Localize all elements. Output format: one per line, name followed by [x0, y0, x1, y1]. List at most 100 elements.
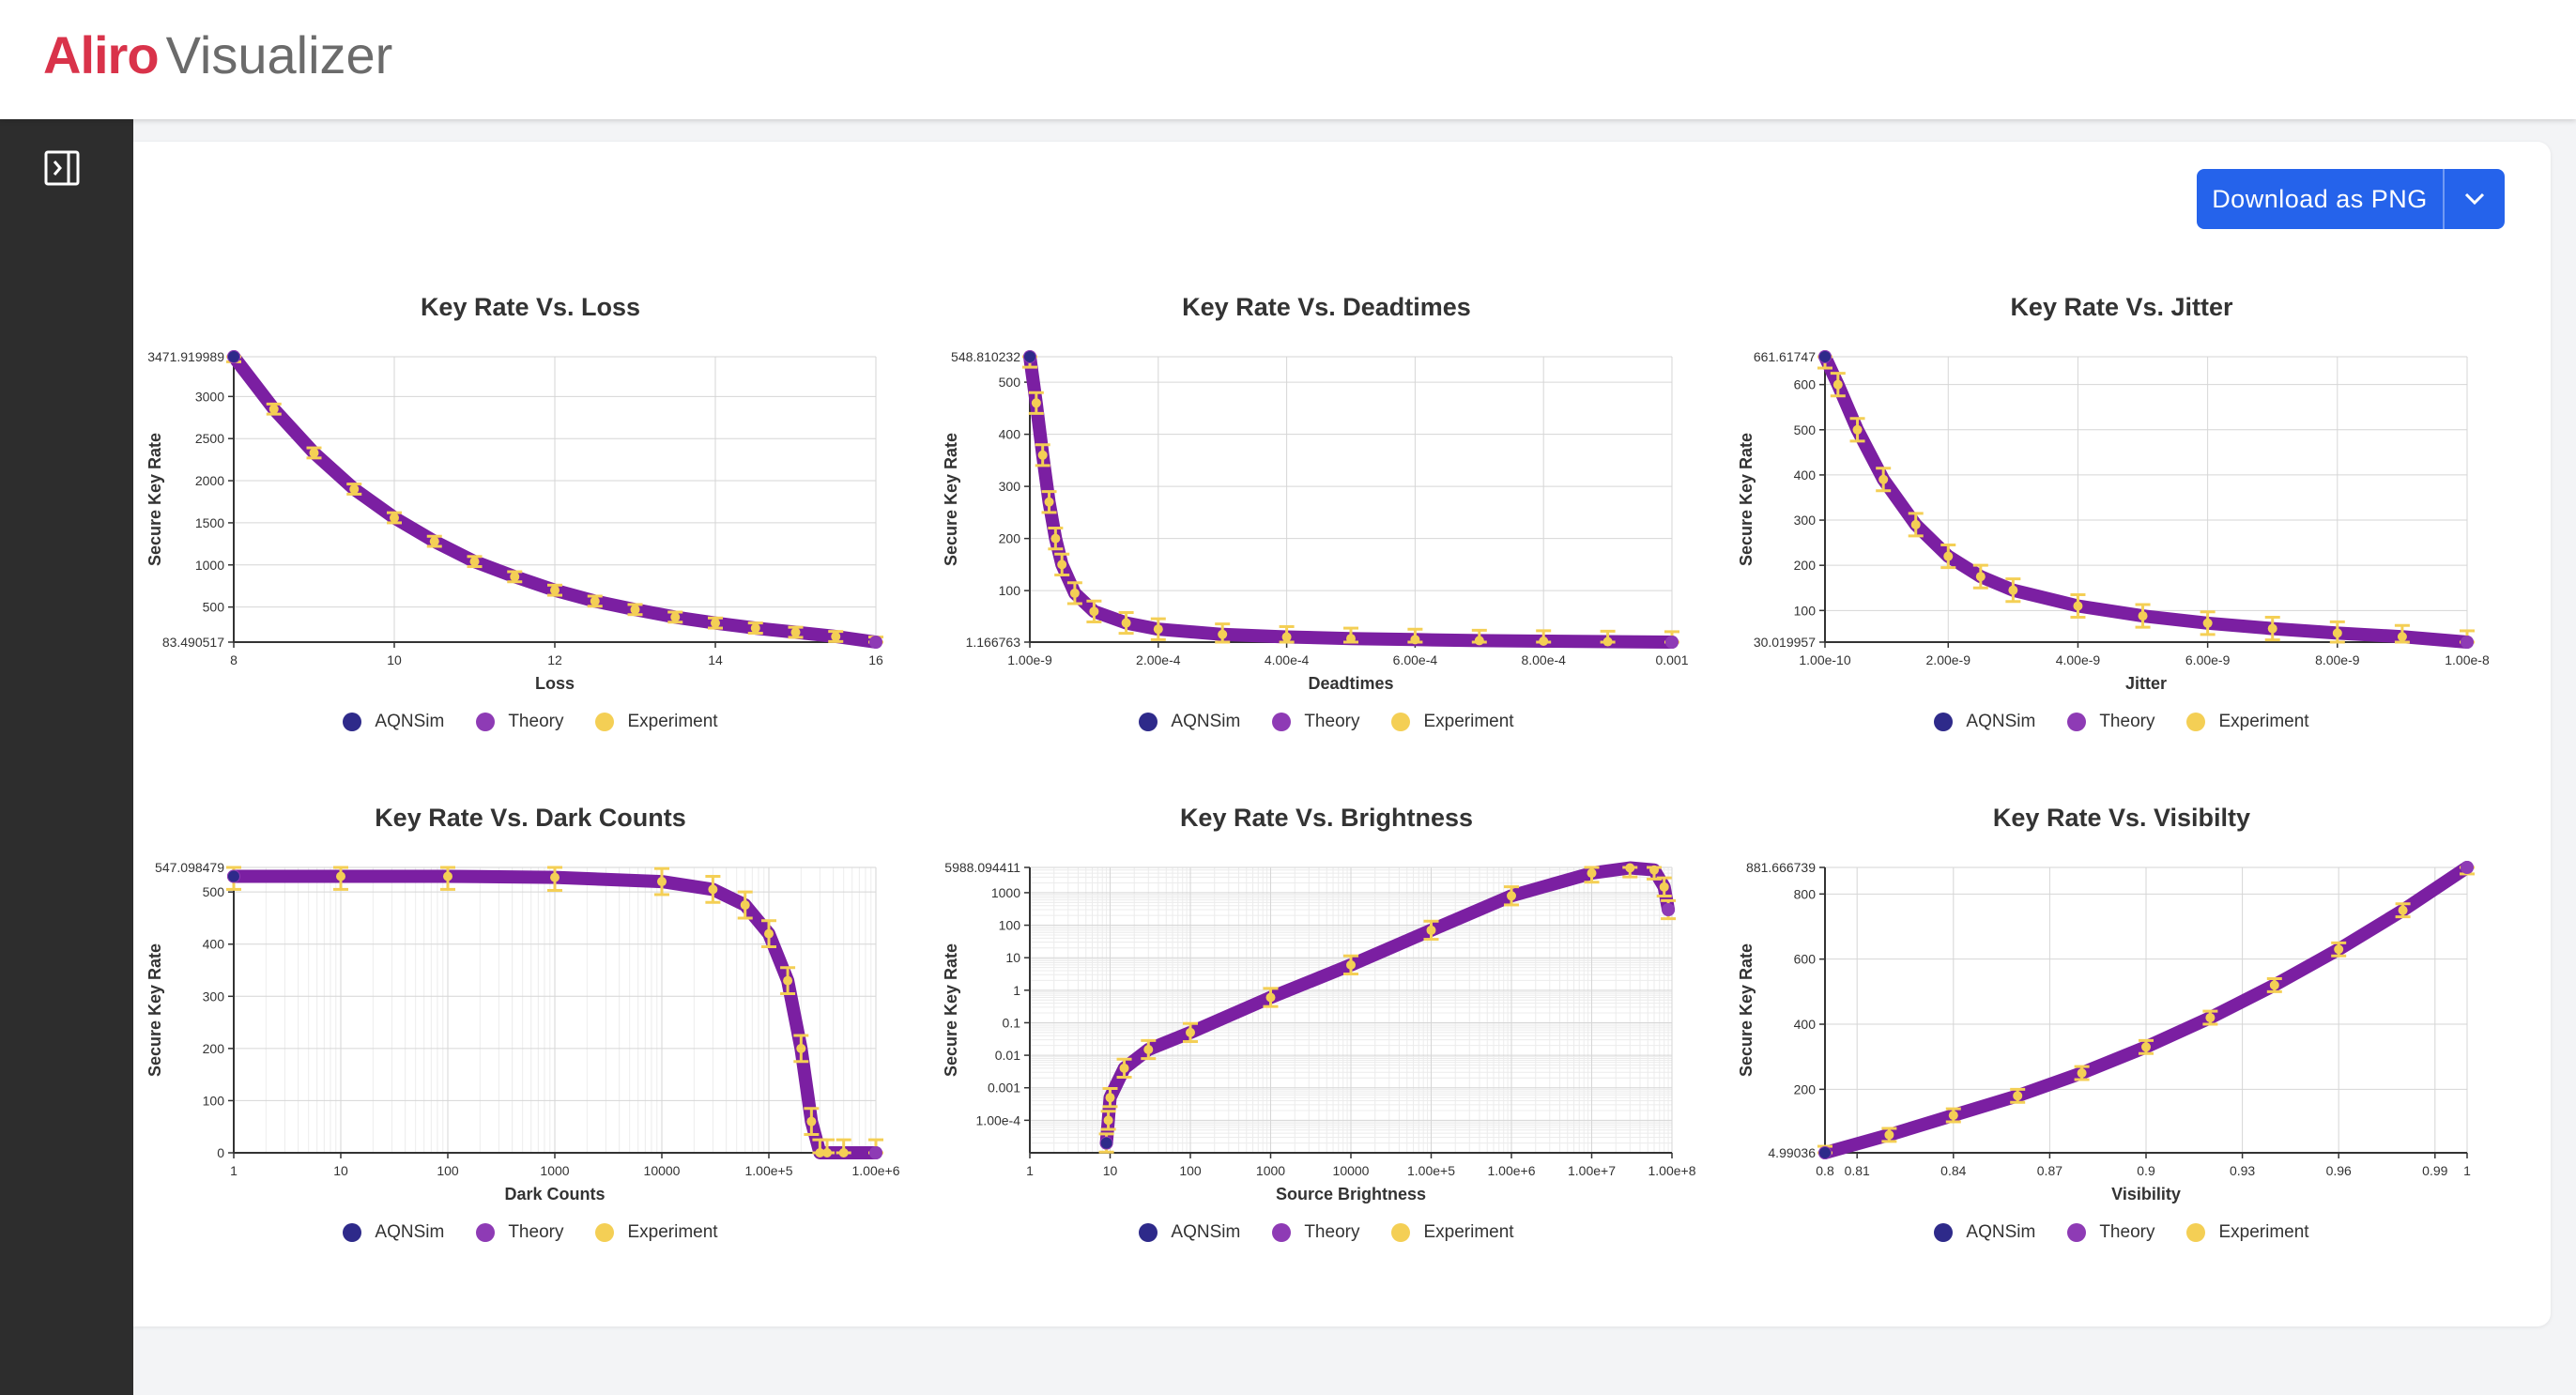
experiment-point	[1153, 624, 1163, 635]
legend-item-theory[interactable]: Theory	[1272, 1222, 1359, 1243]
legend-label: Theory	[1304, 712, 1360, 731]
x-axis-label: Loss	[535, 674, 575, 693]
experiment-point	[1186, 1027, 1195, 1037]
experiment-point	[469, 557, 480, 567]
experiment-point	[2205, 1013, 2216, 1023]
x-tick-label: 0.87	[2037, 1163, 2062, 1178]
y-tick-label: 100	[203, 1093, 225, 1108]
legend-item-experiment[interactable]: Experiment	[2186, 712, 2309, 732]
chart-legend: AQNSim Theory Experiment	[132, 1222, 928, 1243]
legend-item-aqnsim[interactable]: AQNSim	[343, 712, 444, 732]
legend-item-aqnsim[interactable]: AQNSim	[1934, 712, 2035, 732]
experiment-point	[1218, 629, 1228, 639]
sidebar	[0, 119, 133, 1395]
y-tick-label: 200	[203, 1041, 225, 1056]
sidebar-collapse-icon[interactable]	[43, 149, 81, 187]
legend-dot-icon	[1934, 713, 1954, 731]
x-tick-label: 1000	[540, 1163, 569, 1178]
experiment-point	[2398, 905, 2408, 915]
legend-dot-icon	[1272, 713, 1292, 731]
experiment-point	[1832, 379, 1843, 390]
y-tick-label: 500	[1794, 422, 1817, 437]
y-tick-label: 0.01	[995, 1048, 1020, 1063]
x-tick-label: 1.00e-10	[1799, 652, 1850, 667]
experiment-point	[2013, 1091, 2023, 1101]
app-logo[interactable]: Aliro Visualizer	[43, 23, 392, 88]
experiment-point	[1143, 1044, 1154, 1054]
x-tick-label: 1.00e-9	[1007, 652, 1052, 667]
x-tick-label: 1.00e+6	[852, 1163, 900, 1178]
y-tick-label: 800	[1794, 886, 1817, 901]
x-tick-label: 10000	[1333, 1163, 1370, 1178]
y-tick-label: 100	[999, 918, 1021, 933]
experiment-point	[2073, 601, 2083, 611]
experiment-point	[822, 1148, 833, 1157]
experiment-point	[1659, 881, 1669, 892]
chevron-down-icon[interactable]	[2445, 169, 2505, 229]
legend-item-experiment[interactable]: Experiment	[595, 712, 718, 732]
legend-item-aqnsim[interactable]: AQNSim	[1934, 1222, 2035, 1243]
legend-label: Experiment	[2218, 1222, 2309, 1242]
x-axis-label: Dark Counts	[504, 1185, 605, 1203]
legend-item-aqnsim[interactable]: AQNSim	[1139, 1222, 1240, 1243]
chart-title: Key Rate Vs. Deadtimes	[1182, 293, 1471, 321]
experiment-point	[1587, 868, 1597, 879]
experiment-point	[750, 623, 760, 634]
legend-item-theory[interactable]: Theory	[476, 712, 563, 732]
y-tick-label: 3471.919989	[147, 349, 224, 364]
x-tick-label: 6.00e-9	[2185, 652, 2231, 667]
legend-item-theory[interactable]: Theory	[1272, 712, 1359, 732]
aqnsim-point	[1819, 351, 1831, 363]
download-split-button[interactable]: Download as PNG	[2197, 169, 2505, 229]
legend-item-theory[interactable]: Theory	[2067, 1222, 2154, 1243]
y-axis-label: Secure Key Rate	[146, 433, 164, 566]
x-tick-label: 100	[437, 1163, 459, 1178]
x-tick-label: 0.96	[2326, 1163, 2352, 1178]
legend-item-theory[interactable]: Theory	[476, 1222, 563, 1243]
legend-label: AQNSim	[1171, 1222, 1241, 1242]
y-tick-label: 1000	[195, 558, 224, 573]
download-png-button[interactable]: Download as PNG	[2212, 184, 2428, 213]
experiment-point	[1037, 450, 1048, 460]
y-tick-label: 500	[999, 375, 1021, 390]
x-tick-label: 6.00e-4	[1393, 652, 1438, 667]
x-tick-label: 1	[1026, 1163, 1034, 1178]
x-tick-label: 1.00e+5	[1407, 1163, 1455, 1178]
y-tick-label: 200	[999, 531, 1021, 546]
legend-item-experiment[interactable]: Experiment	[2186, 1222, 2309, 1243]
chart-plot: 1 10 100 1000 10000 1.00e+5 1.00e+6 1.00e+7 1.00…	[942, 860, 1696, 1203]
y-tick-label: 10	[1005, 950, 1020, 965]
experiment-point	[2397, 632, 2407, 642]
legend-dot-icon	[1934, 1223, 1954, 1242]
experiment-point	[1121, 618, 1131, 628]
experiment-point	[1878, 474, 1889, 484]
experiment-point	[268, 404, 279, 414]
y-axis-label: Secure Key Rate	[942, 433, 960, 566]
experiment-point	[711, 618, 720, 628]
legend-dot-icon	[476, 1223, 496, 1242]
legend-item-experiment[interactable]: Experiment	[1391, 1222, 1514, 1243]
x-tick-label: 4.00e-4	[1265, 652, 1310, 667]
legend-item-experiment[interactable]: Experiment	[595, 1222, 718, 1243]
theory-point	[2461, 860, 2474, 874]
x-axis-label: Visibility	[2111, 1185, 2181, 1203]
y-tick-label: 600	[1794, 952, 1817, 967]
legend-item-aqnsim[interactable]: AQNSim	[1139, 712, 1240, 732]
experiment-point	[2138, 611, 2148, 621]
y-tick-label: 547.098479	[155, 860, 224, 875]
theory-series-line	[1023, 350, 1679, 649]
legend-item-theory[interactable]: Theory	[2067, 712, 2154, 732]
chart-plot: 1 10 100 1000 10000 1.00e+5 1.00e+6 0 100 200 300 4…	[146, 860, 900, 1203]
theory-point	[2461, 636, 2474, 649]
chart-title: Key Rate Vs. Jitter	[2010, 293, 2233, 321]
legend-dot-icon	[343, 713, 362, 731]
x-tick-label: 14	[708, 652, 723, 667]
legend-item-experiment[interactable]: Experiment	[1391, 712, 1514, 732]
y-tick-label: 300	[999, 479, 1021, 494]
experiment-point	[831, 632, 841, 642]
y-tick-label: 2000	[195, 473, 224, 488]
legend-item-aqnsim[interactable]: AQNSim	[343, 1222, 444, 1243]
chart-plot: 8 10 12 14 16 83.490517 500 1000 1500 2000 2500 300…	[146, 349, 883, 693]
legend-dot-icon	[1139, 713, 1158, 731]
experiment-point	[1625, 863, 1635, 873]
